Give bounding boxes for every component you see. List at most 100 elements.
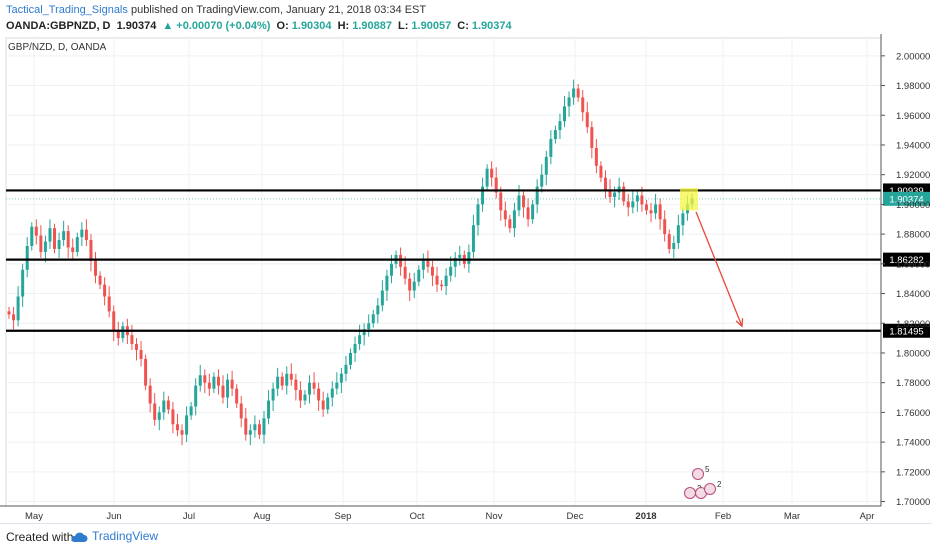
candle-body (380, 290, 384, 306)
close-label: C: (457, 20, 469, 32)
candle-body (276, 376, 280, 389)
candle-body (376, 305, 380, 315)
candle-body (94, 260, 98, 276)
footer: Created with TradingView (0, 523, 932, 551)
y-tick-label: 1.76000 (896, 408, 930, 419)
candle-body (134, 344, 138, 350)
candle-body (148, 385, 152, 404)
candle-body (235, 388, 239, 404)
price-axis[interactable]: 2.00000 1.98000 1.96000 1.94000 1.92000 1.900… (880, 34, 930, 508)
x-tick-label: Apr (860, 511, 875, 522)
candle-body (194, 385, 198, 407)
x-tick-label: Dec (567, 511, 584, 522)
candle-body (517, 195, 521, 211)
candle-body (594, 147, 598, 166)
candle-body (399, 254, 403, 267)
candles (7, 79, 694, 446)
candle-body (481, 186, 485, 205)
candle-body (676, 225, 680, 244)
candle-body (358, 335, 362, 345)
candle-body (139, 350, 143, 359)
candle-body (349, 352, 352, 365)
candle-body (421, 260, 425, 270)
x-tick-label: Feb (715, 511, 731, 522)
event-flag-icon[interactable] (692, 468, 704, 480)
candle-body (490, 168, 494, 178)
high-value: 1.90887 (352, 20, 392, 32)
symbol-label[interactable]: OANDA:GBPNZD, D (6, 20, 111, 32)
support-resistance-levels[interactable]: 1.90939 1.86282 1.81495 (6, 183, 930, 338)
x-tick-label: Nov (486, 511, 503, 522)
candle-body (25, 246, 29, 270)
candle-body (308, 382, 312, 395)
candle-body (631, 201, 635, 208)
candle-body (417, 269, 421, 282)
candle-body (271, 388, 275, 401)
tradingview-brand: TradingView (92, 529, 159, 543)
candle-body (75, 237, 79, 252)
candle-body (71, 247, 75, 252)
projection-arrow (695, 211, 743, 327)
candle-body (226, 379, 230, 398)
highlight-box (680, 188, 698, 211)
tradingview-logo[interactable]: TradingView (70, 529, 158, 543)
candle-body (180, 430, 184, 435)
y-tick-label: 1.86000 (896, 259, 930, 270)
candle-body (230, 379, 234, 389)
event-flag-icon[interactable] (684, 487, 696, 499)
level-price-label: 1.90939 (889, 186, 923, 197)
candle-body (590, 127, 594, 148)
y-tick-label: 1.96000 (896, 111, 930, 122)
time-axis[interactable]: May Jun Jul Aug Sep Oct Nov Dec 2018 Feb Mar Apr (0, 505, 881, 522)
price-chart[interactable]: GBP/NZD, D, OANDA 1.909391.862821.81495 … (0, 34, 932, 523)
candle-body (185, 415, 189, 435)
candle-body (585, 112, 589, 128)
candle-body (458, 254, 462, 258)
candle-body (280, 376, 284, 386)
open-value: 1.90304 (291, 20, 332, 32)
annotations: 1.903745232 (6, 188, 930, 499)
candle-body (553, 130, 557, 140)
candle-body (344, 364, 348, 374)
candle-body (403, 266, 407, 279)
candle-body (599, 165, 603, 178)
candle-body (112, 311, 116, 331)
candle-body (603, 177, 607, 190)
candle-body (503, 210, 507, 220)
candle-body (654, 204, 658, 214)
candle-body (649, 210, 653, 214)
candle-body (53, 228, 57, 249)
candle-body (84, 229, 88, 241)
y-tick-label: 1.74000 (896, 438, 930, 449)
candle-body (80, 229, 84, 238)
candle-body (512, 210, 516, 229)
candle-body (335, 382, 339, 389)
candle-body (444, 275, 448, 287)
y-tick-label: 1.92000 (896, 170, 930, 181)
event-flag-icon[interactable] (704, 483, 716, 495)
x-tick-label: Jul (183, 511, 195, 522)
open-label: O: (276, 20, 289, 32)
candle-body (440, 284, 444, 287)
x-tick-label: Aug (254, 511, 271, 522)
candle-body (103, 284, 107, 297)
candle-body (7, 311, 11, 315)
candle-body (253, 424, 257, 431)
candle-body (494, 177, 498, 193)
level-price-label: 1.81495 (889, 326, 923, 337)
current-price-tag (883, 191, 930, 206)
candle-body (16, 296, 20, 321)
close-value: 1.90374 (471, 20, 512, 32)
y-tick-label: 1.84000 (896, 289, 930, 300)
candle-body (107, 296, 111, 312)
x-tick-label: 2018 (635, 511, 656, 522)
tradingview-cloud-icon (71, 532, 88, 542)
candle-body (166, 400, 170, 410)
author-link[interactable]: Tactical_Trading_Signals (6, 4, 128, 16)
x-tick-label: Jun (106, 511, 121, 522)
x-tick-label: May (25, 511, 43, 522)
candle-body (89, 240, 93, 261)
candle-body (207, 382, 211, 389)
candle-body (48, 228, 52, 242)
candle-body (116, 330, 120, 339)
